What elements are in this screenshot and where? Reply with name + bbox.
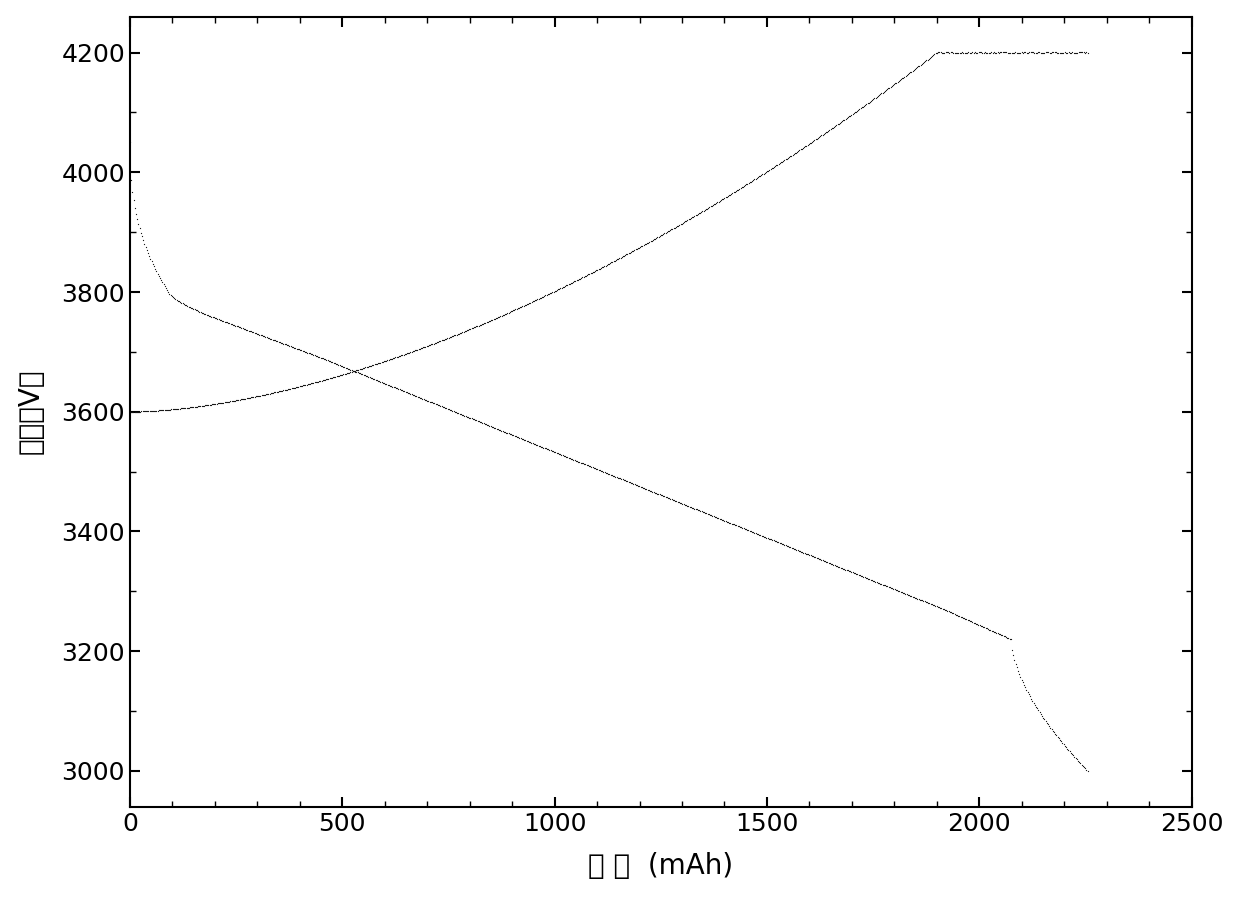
X-axis label: 容 量  (mAh): 容 量 (mAh): [588, 852, 733, 880]
Y-axis label: 电压（V）: 电压（V）: [16, 369, 45, 455]
